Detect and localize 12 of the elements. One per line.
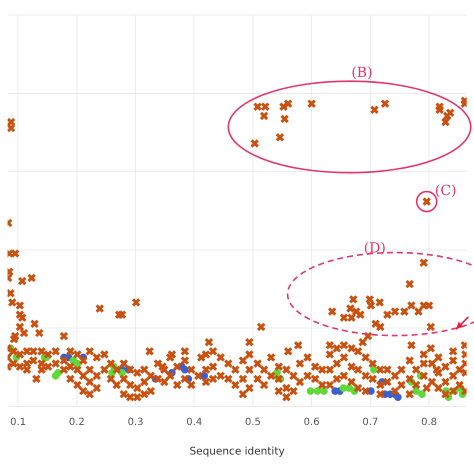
x-axis-title: Sequence identity — [189, 445, 285, 458]
x-tick-label: 0.8 — [421, 416, 437, 428]
annotation: (C) — [434, 183, 457, 200]
text: (B) — [351, 64, 373, 81]
x-tick-label: 0.1 — [10, 416, 26, 428]
x-tick-label: 0.2 — [68, 416, 85, 428]
x-tick-label: 0.7 — [362, 416, 378, 428]
x-tick-label: 0.6 — [304, 416, 320, 428]
annotation: (D) — [364, 240, 386, 256]
x-tick-label: 0.3 — [128, 416, 144, 428]
x-tick-label: 0.5 — [244, 416, 261, 428]
x-tick-label: 0.4 — [186, 416, 202, 428]
